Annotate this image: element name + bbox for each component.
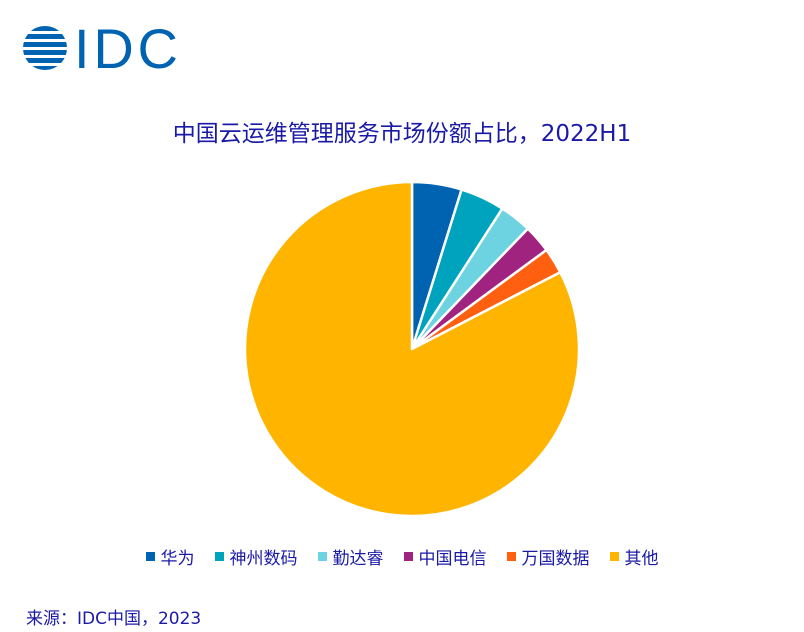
legend-label: 神州数码 [229,549,298,569]
idc-logo: IDC [23,22,178,78]
legend-label: 中国电信 [418,549,487,569]
pie-chart [243,180,581,518]
legend-item: 万国数据 [506,544,590,569]
legend-item: 中国电信 [403,544,487,569]
legend-swatch [317,552,327,561]
pie-slice-5 [243,180,581,518]
legend: 华为 神州数码 勤达睿 中国电信 万国数据 其他 [0,544,804,569]
legend-item: 华为 [145,544,195,569]
legend-label: 华为 [160,549,195,569]
legend-label: 勤达睿 [332,549,384,569]
legend-item: 神州数码 [214,544,298,569]
legend-swatch [609,552,619,561]
legend-item: 其他 [609,544,659,569]
legend-item: 勤达睿 [317,544,384,569]
legend-label: 其他 [624,549,659,569]
legend-label: 万国数据 [521,549,590,569]
legend-swatch [214,552,224,561]
legend-swatch [506,552,516,561]
source-note: 来源：IDC中国，2023 [26,609,202,629]
legend-swatch [403,552,413,561]
legend-swatch [145,552,155,561]
chart-title: 中国云运维管理服务市场份额占比，2022H1 [172,121,632,147]
